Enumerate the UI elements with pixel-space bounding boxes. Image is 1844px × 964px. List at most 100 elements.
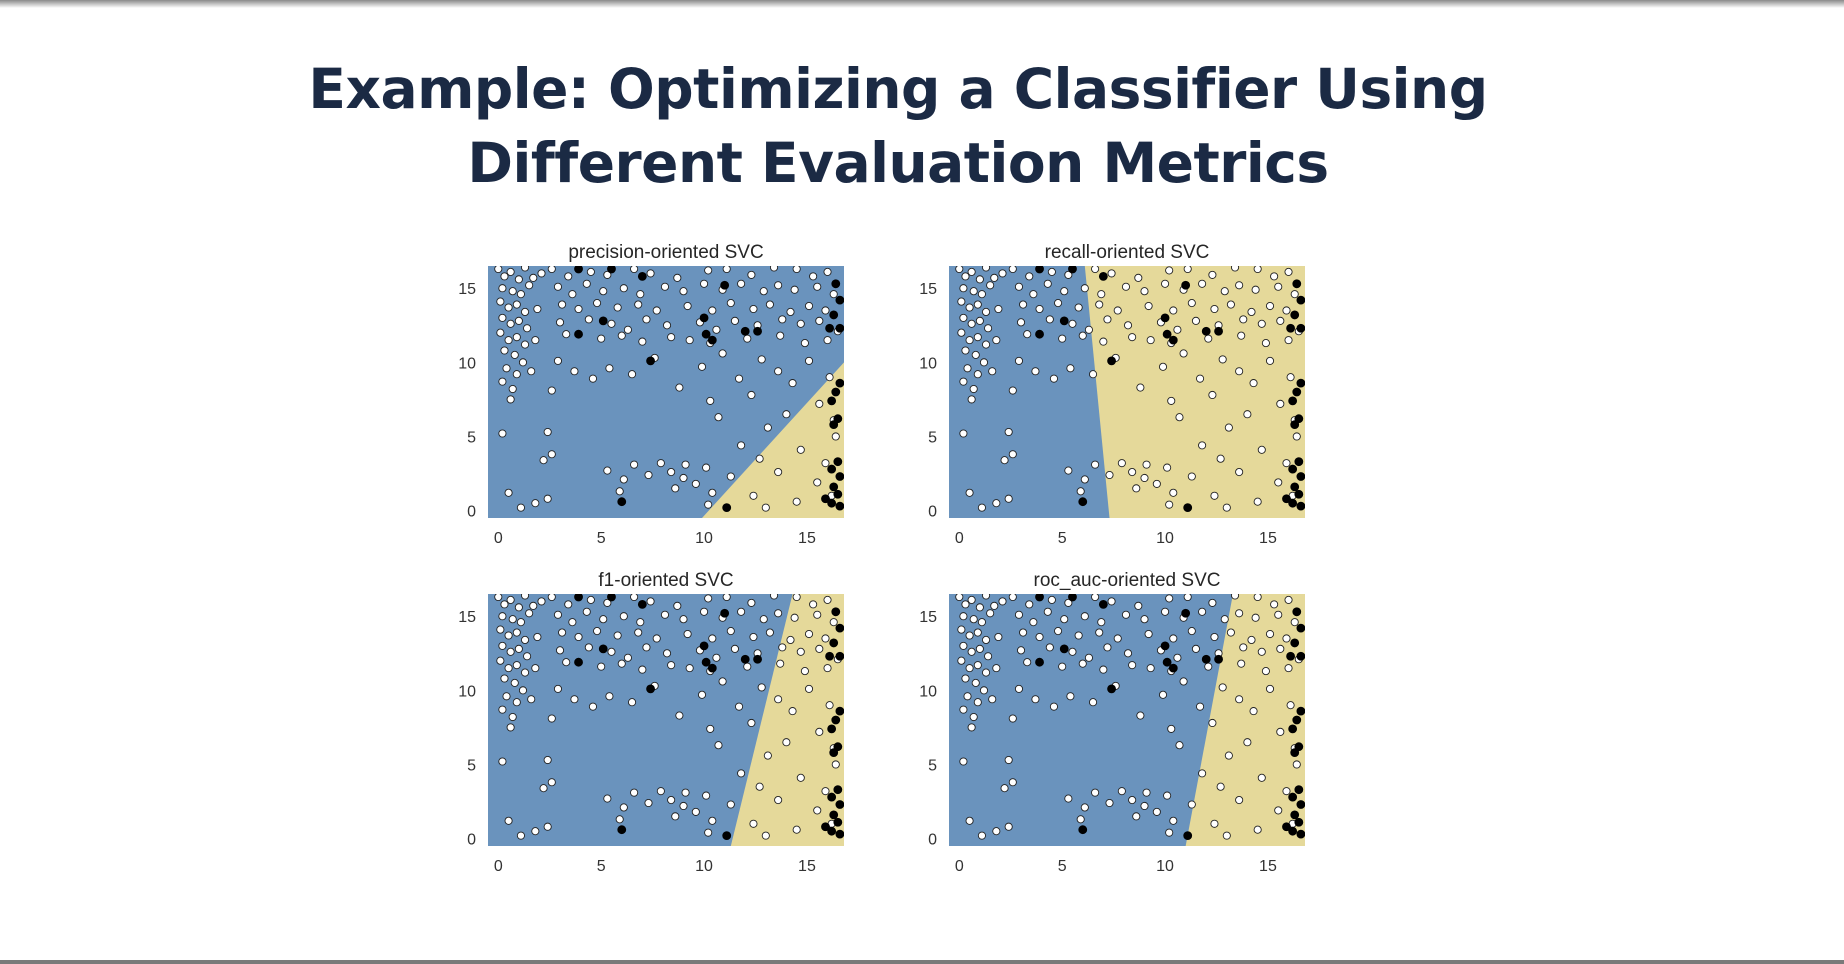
positive-class-point	[1290, 638, 1300, 648]
negative-class-point	[965, 336, 974, 345]
negative-class-point	[1019, 300, 1028, 309]
negative-class-point	[1158, 690, 1168, 699]
positive-class-point	[1290, 748, 1300, 758]
x-tick-label: 10	[1156, 858, 1174, 875]
positive-class-point	[598, 316, 608, 326]
negative-class-point	[1035, 304, 1044, 314]
negative-class-point	[667, 795, 676, 805]
data-points	[955, 594, 1305, 841]
negative-class-point	[1204, 662, 1213, 671]
data-points	[494, 594, 844, 841]
positive-class-region	[1185, 594, 1305, 846]
positive-class-point	[821, 494, 830, 504]
positive-class-point	[1168, 663, 1178, 673]
positive-class-point	[1282, 494, 1291, 504]
negative-class-point	[543, 427, 552, 437]
negative-class-point	[979, 686, 989, 695]
positive-class-point	[722, 831, 732, 841]
positive-class-point	[831, 715, 841, 725]
y-tick-label: 0	[928, 504, 937, 521]
negative-class-point	[1253, 266, 1262, 274]
negative-class-point	[1132, 812, 1141, 821]
negative-class-point	[994, 304, 1003, 314]
negative-class-point	[1257, 319, 1266, 328]
negative-class-point	[656, 459, 665, 468]
positive-class-region	[702, 362, 844, 518]
negative-class-point	[675, 383, 684, 392]
negative-class-point	[1078, 331, 1087, 340]
negative-class-point	[804, 356, 814, 365]
negative-class-point	[691, 807, 700, 816]
negative-class-point	[796, 647, 805, 656]
positive-class-point	[637, 271, 647, 281]
negative-class-point	[533, 632, 542, 642]
negative-class-point	[776, 331, 785, 340]
negative-class-point	[691, 479, 700, 488]
negative-class-point	[500, 346, 509, 355]
negative-class-point	[1004, 822, 1013, 831]
panel-title: f1-oriented SVC	[598, 570, 733, 591]
negative-class-point	[708, 306, 717, 315]
positive-class-point	[827, 396, 837, 406]
negative-class-point	[1230, 594, 1240, 600]
y-tick-label: 0	[467, 832, 476, 849]
negative-class-point	[1029, 618, 1038, 627]
negative-class-point	[1286, 373, 1295, 382]
negative-class-point	[1060, 287, 1069, 296]
negative-class-point	[1216, 454, 1225, 463]
negative-class-point	[582, 279, 591, 288]
negative-class-point	[617, 659, 626, 668]
negative-class-point	[769, 594, 779, 600]
positive-class-point	[1288, 464, 1298, 474]
negative-class-point	[790, 285, 799, 294]
x-tick-label: 5	[597, 530, 606, 547]
positive-class-point	[827, 464, 837, 474]
negative-class-point	[1064, 270, 1073, 279]
negative-class-point	[823, 595, 832, 604]
negative-class-point	[1161, 607, 1170, 616]
negative-class-point	[825, 373, 834, 382]
positive-class-point	[1292, 715, 1302, 725]
positive-class-point	[1296, 623, 1305, 633]
negative-class-point	[630, 266, 639, 274]
positive-class-point	[574, 266, 583, 274]
negative-class-point	[593, 299, 602, 308]
negative-class-point	[512, 370, 521, 379]
positive-class-point	[1288, 498, 1298, 508]
negative-class-point	[761, 831, 770, 840]
negative-class-point	[973, 370, 982, 379]
negative-class-point	[496, 328, 505, 337]
negative-class-point	[673, 601, 682, 610]
negative-class-point	[718, 677, 727, 686]
negative-class-point	[512, 698, 521, 707]
negative-class-point	[706, 724, 715, 733]
negative-class-point	[1029, 290, 1038, 299]
negative-class-point	[975, 275, 984, 284]
negative-class-point	[800, 339, 809, 348]
negative-class-point	[735, 702, 744, 711]
negative-class-point	[1049, 702, 1058, 711]
negative-class-point	[1243, 738, 1252, 747]
negative-class-point	[1204, 334, 1213, 343]
chart-panel-f1-oriented-svc: f1-oriented SVC 0 5 10 15 0 5 10 15	[458, 570, 844, 875]
negative-class-point	[1187, 627, 1196, 636]
positive-class-point	[835, 651, 844, 661]
negative-class-point	[1123, 649, 1133, 658]
negative-class-point	[986, 281, 995, 290]
negative-class-point	[516, 503, 525, 512]
negative-class-point	[1074, 303, 1083, 312]
negative-class-point	[1117, 787, 1126, 796]
negative-class-point	[599, 615, 608, 624]
positive-class-point	[1181, 608, 1191, 618]
negative-class-point	[743, 334, 752, 343]
positive-class-point	[825, 651, 834, 661]
negative-class-point	[667, 333, 676, 342]
negative-class-point	[761, 503, 770, 512]
negative-class-point	[743, 662, 752, 671]
negative-class-point	[712, 653, 721, 662]
negative-class-point	[1080, 475, 1089, 484]
negative-class-point	[747, 718, 756, 728]
negative-class-point	[1158, 362, 1168, 371]
panel-title: precision-oriented SVC	[568, 242, 763, 263]
negative-class-point	[1000, 784, 1009, 793]
